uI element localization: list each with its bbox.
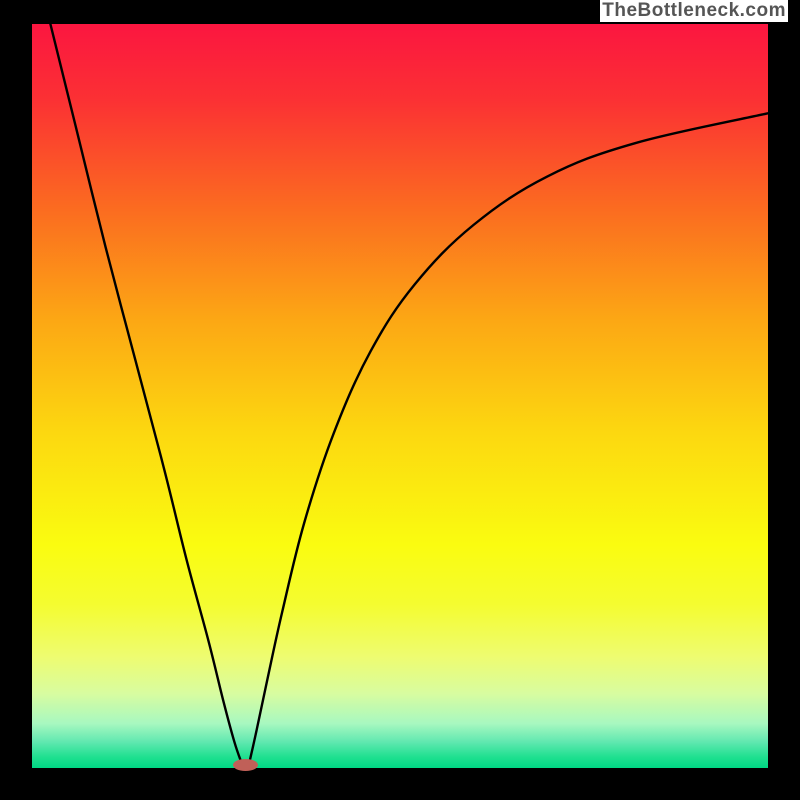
curve-right-branch bbox=[249, 113, 768, 763]
plot-area bbox=[32, 24, 768, 768]
bottleneck-curve bbox=[32, 24, 768, 768]
attribution-label: TheBottleneck.com bbox=[600, 0, 788, 22]
curve-left-branch bbox=[47, 24, 242, 764]
minimum-marker bbox=[233, 759, 259, 772]
chart-canvas: TheBottleneck.com bbox=[0, 0, 800, 800]
